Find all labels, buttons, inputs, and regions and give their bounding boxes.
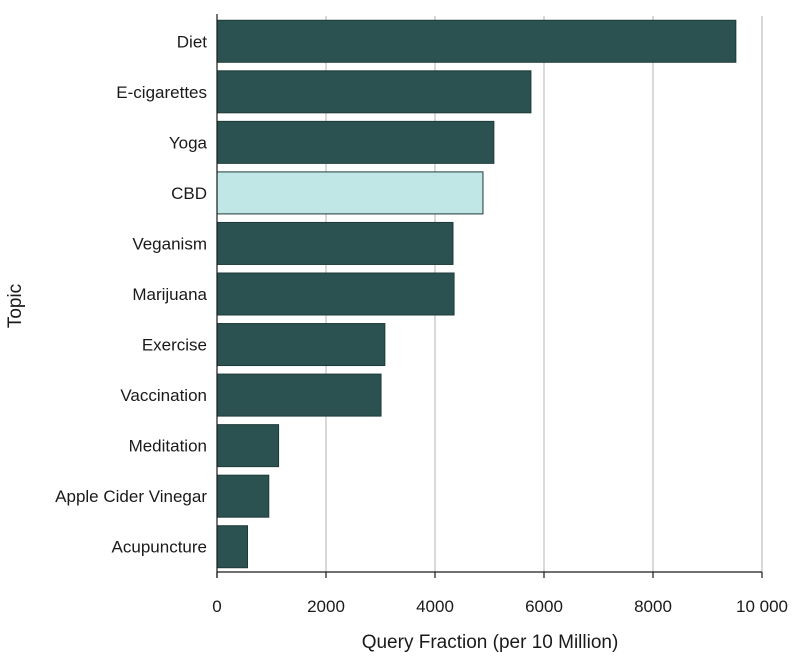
category-label-veganism: Veganism [132,234,207,253]
category-label-acupuncture: Acupuncture [112,538,207,557]
category-label-exercise: Exercise [142,336,207,355]
bar-apple-cider-vinegar [216,474,270,518]
category-label-cbd: CBD [171,184,207,203]
category-label-yoga: Yoga [169,133,208,152]
x-tick-label-4000: 4000 [416,597,454,616]
bar-veganism [216,221,454,265]
bar-meditation [216,424,280,468]
bar-acupuncture [216,525,249,569]
x-axis: 0 2000 4000 6000 8000 10 000 [212,14,788,616]
bars [216,19,737,569]
x-axis-title: Query Fraction (per 10 Million) [362,632,619,653]
category-label-marijuana: Marijuana [132,285,207,304]
category-label-meditation: Meditation [129,437,207,456]
category-label-e-cigarettes: E-cigarettes [116,83,207,102]
x-tick-label-6000: 6000 [525,597,563,616]
category-labels: Diet E-cigarettes Yoga CBD Veganism Marijuana… [55,32,207,556]
category-label-vaccination: Vaccination [120,386,207,405]
bar-diet [216,19,737,63]
bar-yoga [216,120,495,164]
bar-e-cigarettes [216,70,532,114]
bar-cbd [216,171,484,215]
x-tick-label-8000: 8000 [634,597,672,616]
y-axis-title: Topic [5,284,26,328]
bar-exercise [216,323,386,367]
bar-marijuana [216,272,455,316]
x-tick-label-2000: 2000 [307,597,345,616]
bar-vaccination [216,373,382,417]
x-tick-label-0: 0 [212,597,221,616]
category-label-diet: Diet [177,32,208,51]
category-label-apple-cider-vinegar: Apple Cider Vinegar [55,487,207,506]
x-tick-label-10000: 10 000 [736,597,788,616]
